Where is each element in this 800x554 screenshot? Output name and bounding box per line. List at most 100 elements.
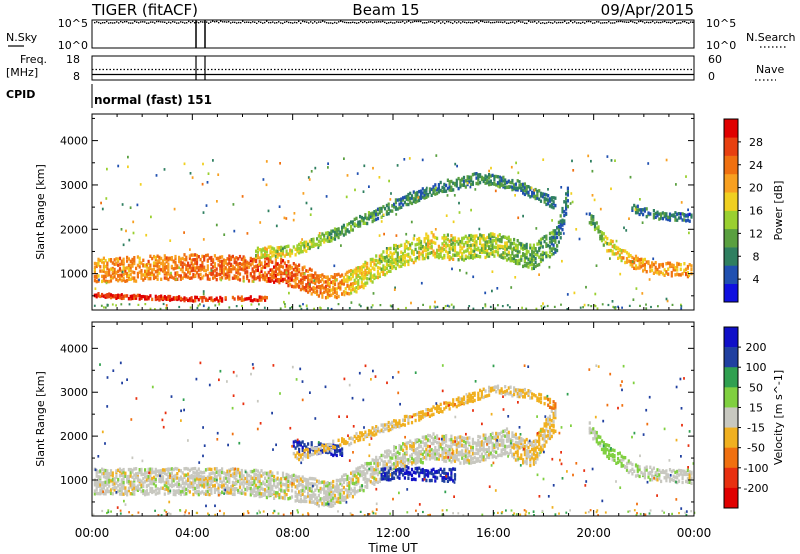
data-cell (280, 477, 283, 481)
data-cell (342, 279, 345, 283)
data-cell (366, 216, 369, 220)
data-cell (319, 274, 322, 278)
data-cell (156, 277, 159, 281)
data-cell (332, 236, 335, 241)
data-cell (199, 257, 202, 262)
data-cell (552, 246, 555, 251)
data-cell (307, 478, 310, 482)
data-cell (287, 264, 290, 269)
data-cell (475, 172, 478, 176)
data-cell (405, 197, 408, 201)
data-cell (389, 450, 392, 454)
data-cell (178, 478, 181, 483)
colorbar-segment (724, 192, 738, 211)
data-cell (355, 266, 358, 271)
data-cell (538, 434, 541, 439)
data-cell (350, 288, 353, 292)
data-cell (102, 274, 105, 279)
data-cell (195, 253, 199, 258)
noise-dot (220, 20, 222, 22)
data-cell (412, 460, 415, 464)
data-cell (462, 258, 466, 262)
data-cell (301, 286, 304, 291)
data-cell (194, 268, 197, 273)
data-cell (457, 458, 460, 462)
data-cell (405, 194, 408, 199)
data-cell (115, 473, 118, 477)
data-cell (523, 439, 526, 443)
data-cell (359, 473, 362, 477)
data-cell (432, 441, 435, 446)
noise-dot (504, 21, 506, 23)
data-cell (287, 488, 290, 492)
data-cell (192, 480, 195, 484)
noise-dot (478, 22, 480, 24)
data-cell (495, 174, 498, 179)
data-cell (661, 272, 664, 276)
data-cell (443, 459, 446, 463)
data-cell (385, 271, 388, 275)
data-cell (140, 261, 143, 265)
data-cell (532, 254, 535, 258)
noise-dot (130, 22, 132, 24)
data-cell (477, 176, 480, 180)
data-cell (242, 255, 245, 259)
data-cell (247, 296, 251, 301)
data-cell (255, 476, 258, 481)
data-cell (642, 263, 645, 267)
data-cell (93, 265, 96, 270)
data-cell (104, 270, 107, 275)
data-cell (547, 202, 550, 206)
data-cell (423, 240, 426, 244)
data-cell (450, 441, 453, 445)
data-cell (402, 448, 405, 452)
data-cell (441, 450, 444, 454)
data-cell (366, 471, 369, 475)
data-cell (450, 185, 453, 189)
data-cell (491, 453, 494, 457)
data-cell (131, 468, 134, 473)
data-cell (323, 280, 326, 284)
data-cell (496, 238, 500, 242)
data-cell (280, 270, 283, 274)
data-cell (140, 270, 143, 275)
speckle (302, 192, 305, 195)
data-cell (152, 475, 156, 480)
data-cell (380, 453, 383, 458)
data-cell (350, 220, 353, 224)
data-cell (452, 236, 455, 240)
speckle (571, 200, 574, 204)
data-cell (618, 248, 621, 252)
data-cell (532, 263, 535, 267)
noise-dot (222, 21, 224, 23)
noise-dot (644, 22, 646, 24)
data-cell (498, 443, 501, 447)
data-cell (645, 214, 648, 219)
data-cell (346, 495, 349, 499)
noise-dot (528, 20, 530, 22)
data-cell (258, 295, 261, 299)
data-cell (359, 285, 362, 289)
data-cell (480, 443, 483, 447)
speckle (246, 232, 249, 235)
data-cell (167, 474, 170, 478)
data-cell (181, 471, 184, 475)
noise-dot (234, 21, 236, 24)
data-cell (281, 249, 285, 253)
data-cell (278, 280, 281, 285)
data-cell (238, 278, 242, 282)
data-cell (369, 272, 372, 276)
data-cell (253, 485, 256, 489)
data-cell (324, 502, 328, 506)
data-cell (199, 263, 202, 268)
data-cell (504, 185, 507, 190)
data-cell (500, 244, 503, 249)
data-cell (249, 259, 252, 263)
data-cell (280, 260, 283, 265)
data-cell (326, 281, 329, 285)
noise-dot (582, 21, 584, 24)
data-cell (213, 474, 216, 478)
data-cell (416, 237, 419, 242)
data-cell (321, 497, 324, 501)
data-cell (400, 260, 403, 264)
